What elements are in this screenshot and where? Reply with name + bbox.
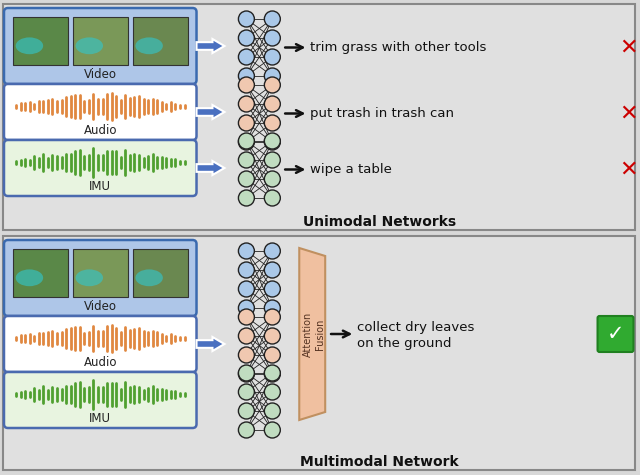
Ellipse shape [16, 38, 43, 54]
Circle shape [239, 243, 254, 259]
Circle shape [239, 190, 254, 206]
Circle shape [239, 347, 254, 363]
FancyArrow shape [196, 337, 225, 351]
Circle shape [264, 347, 280, 363]
Circle shape [264, 328, 280, 344]
Circle shape [239, 384, 254, 400]
FancyArrow shape [196, 161, 225, 175]
Circle shape [264, 133, 280, 149]
Circle shape [239, 262, 254, 278]
Circle shape [264, 384, 280, 400]
Ellipse shape [76, 38, 103, 54]
Circle shape [239, 11, 254, 27]
Circle shape [239, 300, 254, 316]
FancyBboxPatch shape [3, 4, 636, 230]
Circle shape [239, 115, 254, 131]
FancyArrow shape [196, 39, 225, 53]
Circle shape [239, 49, 254, 65]
Circle shape [264, 309, 280, 325]
Circle shape [264, 403, 280, 419]
Circle shape [264, 171, 280, 187]
Circle shape [239, 171, 254, 187]
Text: Audio: Audio [83, 124, 117, 136]
Text: ✕: ✕ [619, 38, 638, 57]
Bar [73, 17, 128, 65]
Circle shape [264, 262, 280, 278]
Circle shape [239, 422, 254, 438]
Text: ✓: ✓ [607, 324, 624, 344]
Circle shape [239, 68, 254, 84]
Polygon shape [300, 248, 325, 420]
Circle shape [239, 309, 254, 325]
Circle shape [239, 152, 254, 168]
FancyBboxPatch shape [598, 316, 634, 352]
Circle shape [239, 133, 254, 149]
Circle shape [264, 96, 280, 112]
Text: Unimodal Networks: Unimodal Networks [303, 215, 456, 229]
Text: IMU: IMU [89, 411, 111, 425]
Text: Audio: Audio [83, 355, 117, 369]
Circle shape [264, 115, 280, 131]
Circle shape [264, 281, 280, 297]
Circle shape [264, 152, 280, 168]
Circle shape [239, 30, 254, 46]
Text: Multimodal Network: Multimodal Network [300, 455, 458, 469]
Bar [132, 249, 188, 297]
Circle shape [264, 49, 280, 65]
Circle shape [239, 328, 254, 344]
Ellipse shape [76, 269, 103, 286]
Text: ✕: ✕ [619, 160, 638, 180]
Text: ✕: ✕ [619, 104, 638, 124]
Text: collect dry leaves: collect dry leaves [357, 321, 474, 333]
Circle shape [264, 134, 280, 150]
Ellipse shape [136, 38, 163, 54]
Circle shape [264, 190, 280, 206]
Circle shape [264, 366, 280, 382]
Bar [132, 17, 188, 65]
FancyBboxPatch shape [4, 316, 196, 372]
Circle shape [239, 403, 254, 419]
Text: Video: Video [84, 301, 116, 314]
FancyBboxPatch shape [4, 140, 196, 196]
Circle shape [264, 300, 280, 316]
Text: IMU: IMU [89, 180, 111, 192]
Bar [13, 17, 68, 65]
FancyBboxPatch shape [3, 236, 636, 470]
Circle shape [264, 11, 280, 27]
Bar [73, 249, 128, 297]
Text: Attention
Fusion: Attention Fusion [303, 312, 325, 357]
FancyBboxPatch shape [4, 372, 196, 428]
Circle shape [264, 68, 280, 84]
Text: trim grass with other tools: trim grass with other tools [310, 41, 486, 54]
Text: put trash in trash can: put trash in trash can [310, 107, 454, 120]
Circle shape [239, 77, 254, 93]
Text: on the ground: on the ground [357, 336, 452, 350]
Circle shape [264, 422, 280, 438]
Circle shape [239, 134, 254, 150]
Ellipse shape [16, 269, 43, 286]
Bar [13, 249, 68, 297]
FancyBboxPatch shape [4, 84, 196, 140]
FancyBboxPatch shape [4, 8, 196, 84]
FancyArrow shape [196, 105, 225, 119]
Circle shape [239, 366, 254, 382]
Circle shape [264, 365, 280, 381]
FancyBboxPatch shape [4, 240, 196, 316]
Ellipse shape [136, 269, 163, 286]
Circle shape [239, 281, 254, 297]
Circle shape [264, 30, 280, 46]
Circle shape [239, 96, 254, 112]
Circle shape [239, 365, 254, 381]
Circle shape [264, 77, 280, 93]
Text: wipe a table: wipe a table [310, 163, 392, 176]
Circle shape [264, 243, 280, 259]
Text: Video: Video [84, 68, 116, 82]
